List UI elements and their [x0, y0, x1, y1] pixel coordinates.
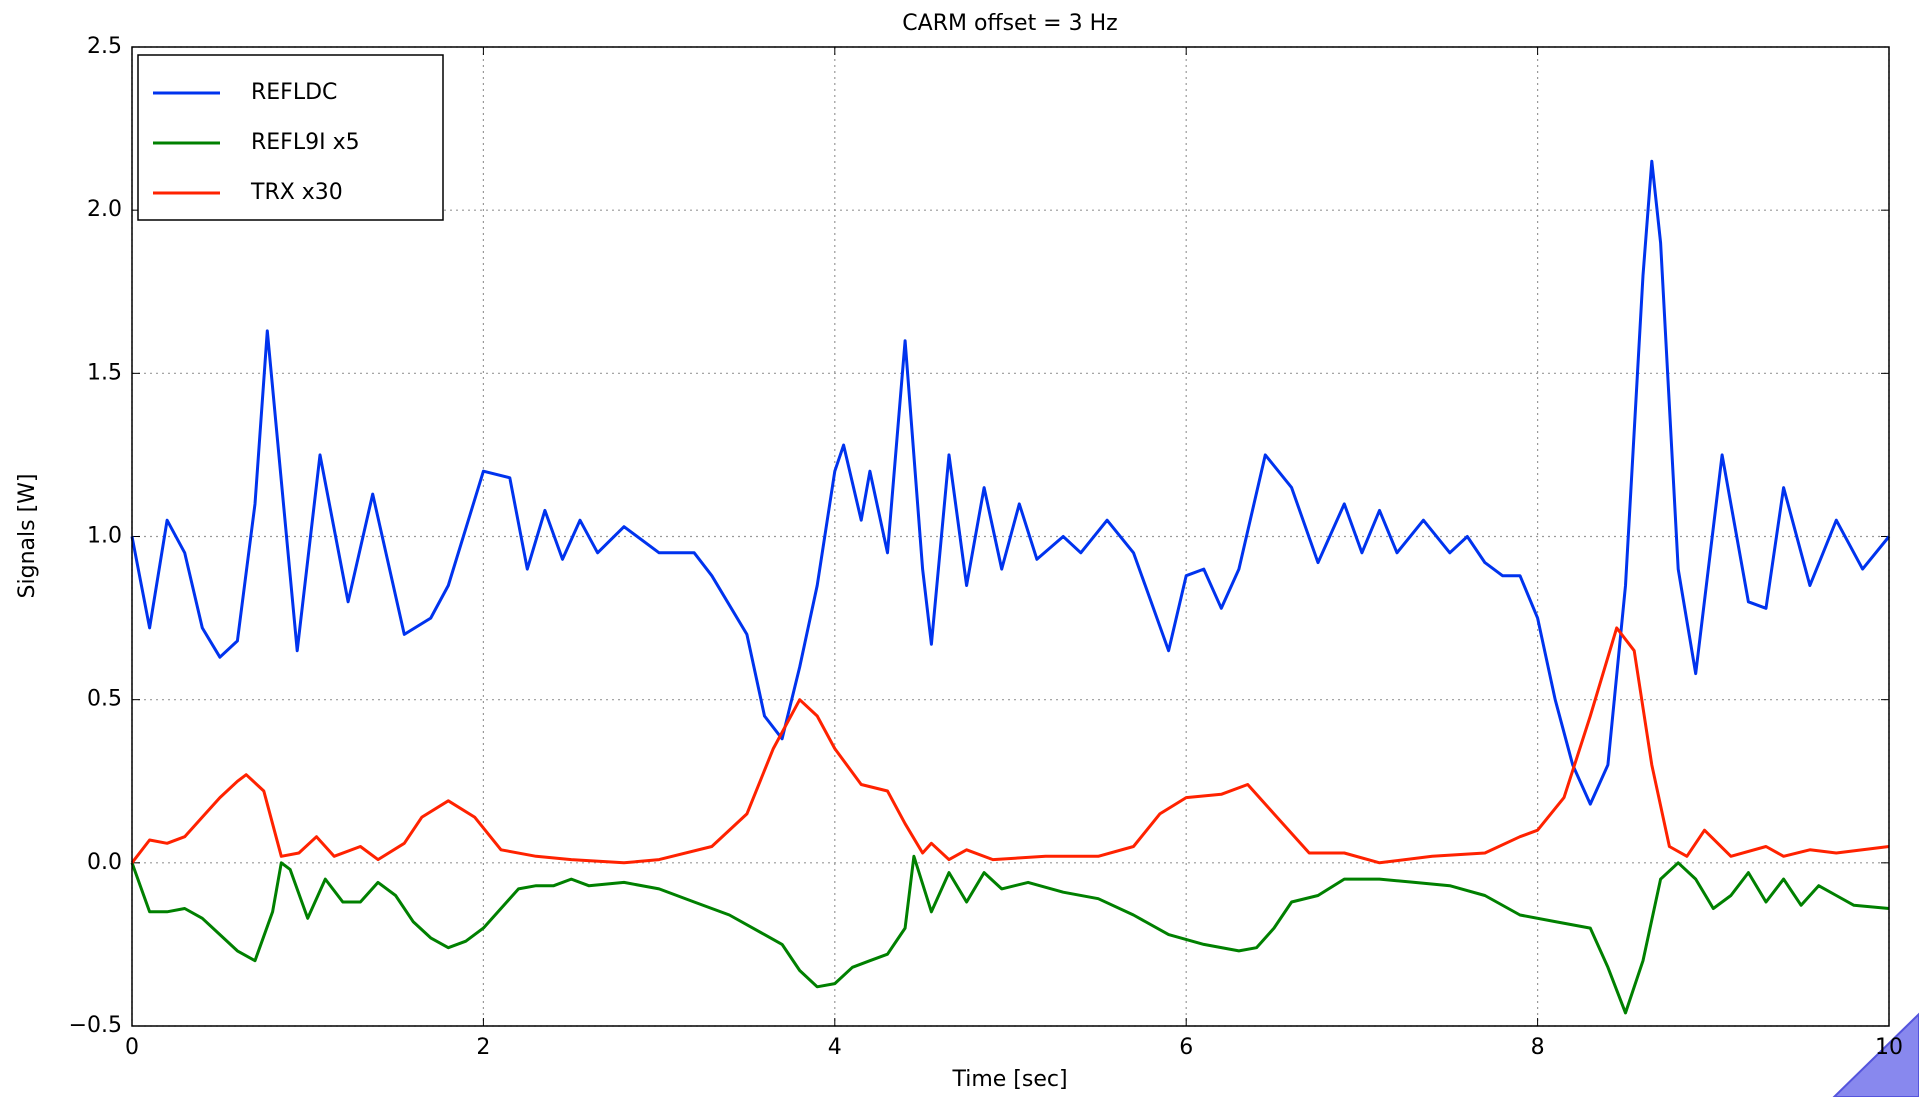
- legend-label: REFLDC: [251, 80, 337, 105]
- y-tick-label: 1.5: [87, 360, 122, 385]
- y-tick-label: −0.5: [69, 1013, 122, 1038]
- plot-frame: [131, 46, 1890, 1027]
- y-tick-label: 1.0: [87, 524, 122, 549]
- corner-marker: [1832, 1012, 1919, 1097]
- legend-label: TRX x30: [250, 180, 343, 205]
- x-tick-label: 2: [476, 1035, 490, 1060]
- x-tick-label: 6: [1179, 1035, 1193, 1060]
- legend-label: REFL9I x5: [251, 130, 360, 155]
- x-tick-label: 10: [1875, 1035, 1903, 1060]
- series-line: [130, 159, 1891, 806]
- series-line: [130, 626, 1890, 865]
- chart-title: CARM offset = 3 Hz: [902, 11, 1117, 36]
- x-tick-label: 0: [125, 1035, 139, 1060]
- y-tick-label: 2.0: [87, 197, 122, 222]
- y-tick-label: 0.0: [87, 850, 122, 875]
- y-tick-label: 0.5: [87, 687, 122, 712]
- x-axis-label: Time [sec]: [951, 1067, 1067, 1092]
- y-tick-label: 2.5: [87, 34, 122, 59]
- x-tick-label: 4: [828, 1035, 842, 1060]
- x-tick-label: 8: [1531, 1035, 1545, 1060]
- y-axis-label: Signals [W]: [15, 474, 40, 599]
- series-line: [130, 854, 1890, 1015]
